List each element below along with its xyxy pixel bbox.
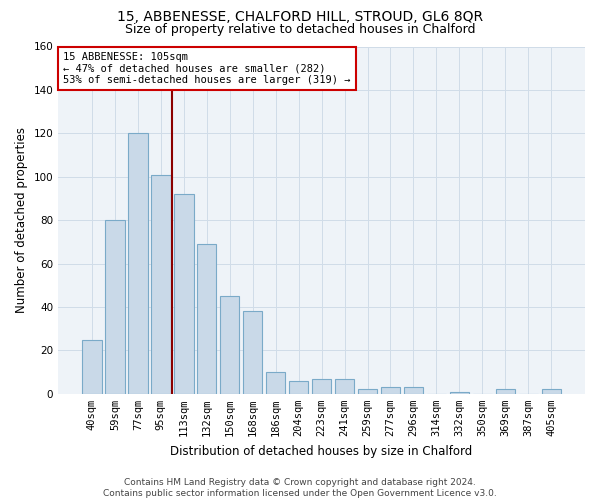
Bar [496,390,515,394]
Bar [289,381,308,394]
Bar [542,390,561,394]
Bar [174,194,194,394]
Bar [381,388,400,394]
Bar [404,388,423,394]
Bar [220,296,239,394]
Bar [312,378,331,394]
Bar [266,372,286,394]
Bar [335,378,355,394]
Bar [105,220,125,394]
Bar [358,390,377,394]
Y-axis label: Number of detached properties: Number of detached properties [15,127,28,313]
Bar [128,134,148,394]
Text: 15 ABBENESSE: 105sqm
← 47% of detached houses are smaller (282)
53% of semi-deta: 15 ABBENESSE: 105sqm ← 47% of detached h… [64,52,351,85]
Text: Size of property relative to detached houses in Chalford: Size of property relative to detached ho… [125,22,475,36]
Text: 15, ABBENESSE, CHALFORD HILL, STROUD, GL6 8QR: 15, ABBENESSE, CHALFORD HILL, STROUD, GL… [117,10,483,24]
Bar [151,174,170,394]
Bar [449,392,469,394]
Bar [243,312,262,394]
Text: Contains HM Land Registry data © Crown copyright and database right 2024.
Contai: Contains HM Land Registry data © Crown c… [103,478,497,498]
Bar [197,244,217,394]
Bar [82,340,101,394]
X-axis label: Distribution of detached houses by size in Chalford: Distribution of detached houses by size … [170,444,473,458]
